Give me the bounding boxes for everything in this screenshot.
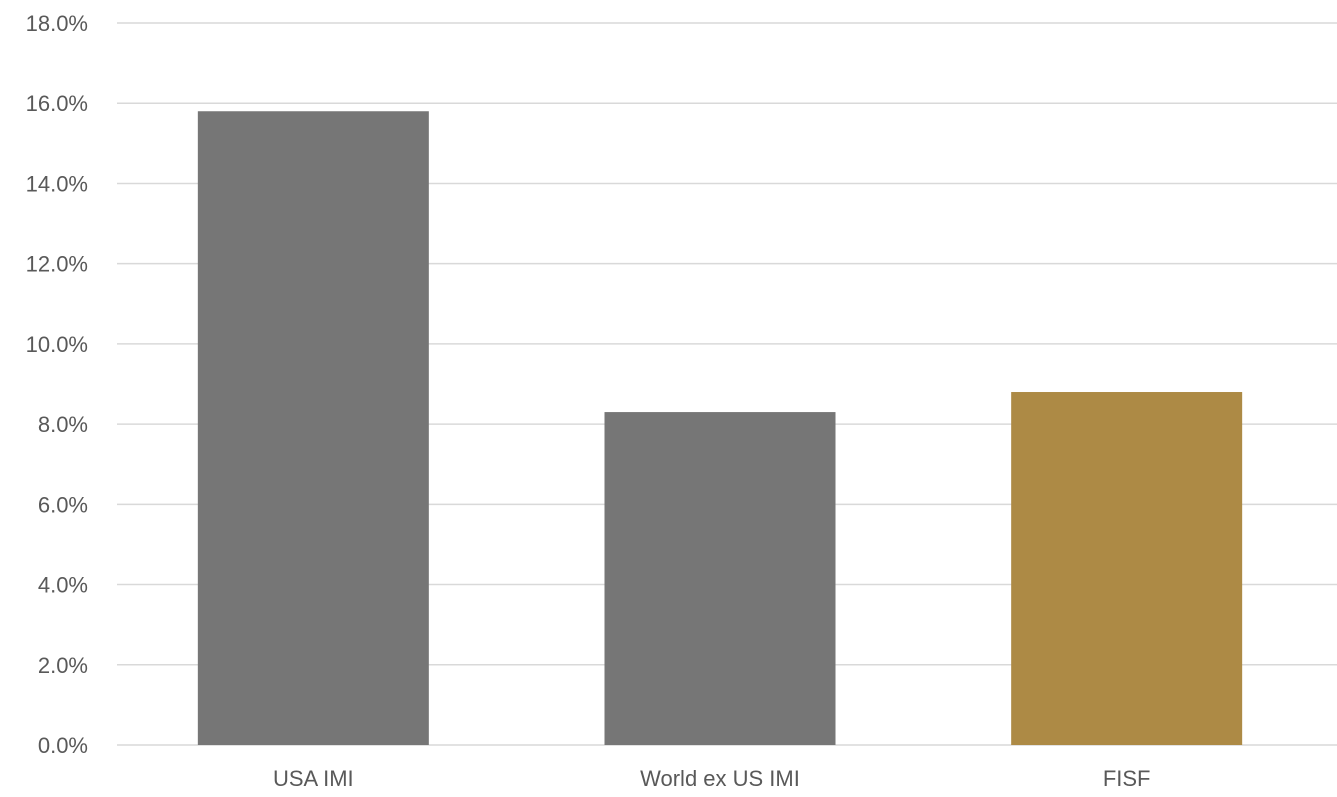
y-tick-label: 14.0% [26, 171, 88, 196]
y-tick-label: 18.0% [26, 11, 88, 36]
y-axis-tick-labels: 0.0% 2.0% 4.0% 6.0% 8.0% 10.0% 12.0% 14.0% 16.0%… [26, 11, 88, 758]
bar-world-ex-us-imi [604, 412, 836, 745]
y-tick-label: 16.0% [26, 91, 88, 116]
x-category-label: USA IMI [273, 766, 354, 791]
y-tick-label: 12.0% [26, 252, 88, 277]
y-tick-label: 6.0% [38, 492, 88, 517]
y-tick-label: 8.0% [38, 412, 88, 437]
x-axis-category-labels: USA IMI World ex US IMI FISF [273, 766, 1151, 791]
y-tick-label: 4.0% [38, 573, 88, 598]
bar-usa-imi [197, 111, 429, 745]
bars [197, 111, 1243, 745]
y-tick-label: 10.0% [26, 332, 88, 357]
y-tick-label: 2.0% [38, 653, 88, 678]
x-category-label: World ex US IMI [640, 766, 800, 791]
bar-fisf [1011, 392, 1243, 745]
y-tick-label: 0.0% [38, 733, 88, 758]
x-category-label: FISF [1103, 766, 1151, 791]
